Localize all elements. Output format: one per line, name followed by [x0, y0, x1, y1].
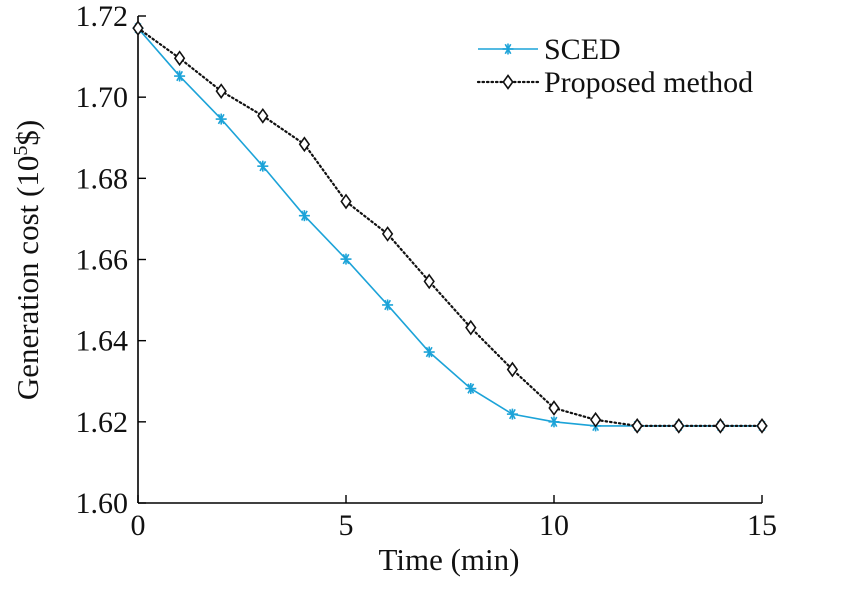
data-point-asterisk: [174, 70, 186, 82]
axes: 0 5 10 15 1.60 1.62 1.64 1.66 1.68 1.70 1.72: [76, 0, 778, 542]
y-tick-label: 1.72: [76, 0, 129, 33]
data-point-asterisk: [423, 346, 435, 358]
y-axis-label-tail: $): [10, 120, 45, 146]
data-point-diamond: [132, 20, 144, 37]
legend-item: Proposed method: [476, 66, 753, 99]
series-layer: [132, 20, 768, 434]
data-point-diamond: [506, 361, 519, 378]
data-point-diamond: [548, 400, 560, 416]
data-point-diamond: [215, 83, 227, 99]
data-point-asterisk: [548, 416, 560, 428]
legend-label: SCED: [544, 33, 621, 66]
y-tick-label: 1.62: [76, 406, 129, 439]
series-line: [137, 27, 762, 427]
data-point-diamond: [423, 273, 435, 290]
data-point-asterisk: [257, 160, 269, 172]
y-axis-label-main: Generation cost (10: [10, 156, 45, 400]
y-tick-label: 1.60: [76, 487, 129, 520]
data-point-diamond: [465, 319, 477, 336]
series-line: [136, 27, 764, 427]
data-point-asterisk: [340, 253, 352, 265]
x-tick-label: 0: [131, 509, 146, 542]
data-point-diamond: [173, 50, 186, 67]
data-point-asterisk: [215, 113, 227, 125]
data-point-diamond: [257, 107, 269, 124]
data-point-asterisk: [298, 210, 310, 222]
x-tick-label: 10: [539, 509, 569, 542]
x-tick-label: 15: [747, 509, 777, 542]
legend-label: Proposed method: [544, 66, 753, 99]
legend-item: SCED: [478, 33, 621, 66]
data-point-asterisk: [506, 408, 518, 420]
x-tick-label: 5: [339, 509, 354, 542]
data-point-diamond: [589, 411, 602, 428]
data-point-asterisk: [502, 43, 514, 55]
data-point-diamond: [673, 418, 685, 434]
y-tick-label: 1.66: [76, 244, 129, 277]
y-tick-label: 1.70: [76, 81, 129, 114]
y-axis-label: Generation cost (105$): [10, 120, 45, 400]
data-point-diamond: [502, 74, 514, 90]
y-tick-label: 1.68: [76, 162, 129, 195]
data-point-diamond: [340, 193, 352, 210]
y-tick-label: 1.64: [76, 325, 129, 358]
data-point-diamond: [714, 418, 727, 434]
data-point-diamond: [298, 136, 311, 153]
series-proposed-method: [132, 20, 768, 434]
y-axis-label-superscript: 5: [10, 146, 32, 156]
data-point-diamond: [631, 418, 643, 434]
data-point-diamond: [381, 226, 394, 242]
x-axis-label: Time (min): [379, 542, 520, 577]
data-point-asterisk: [382, 299, 394, 311]
data-point-diamond: [756, 418, 768, 434]
data-point-asterisk: [465, 383, 477, 395]
